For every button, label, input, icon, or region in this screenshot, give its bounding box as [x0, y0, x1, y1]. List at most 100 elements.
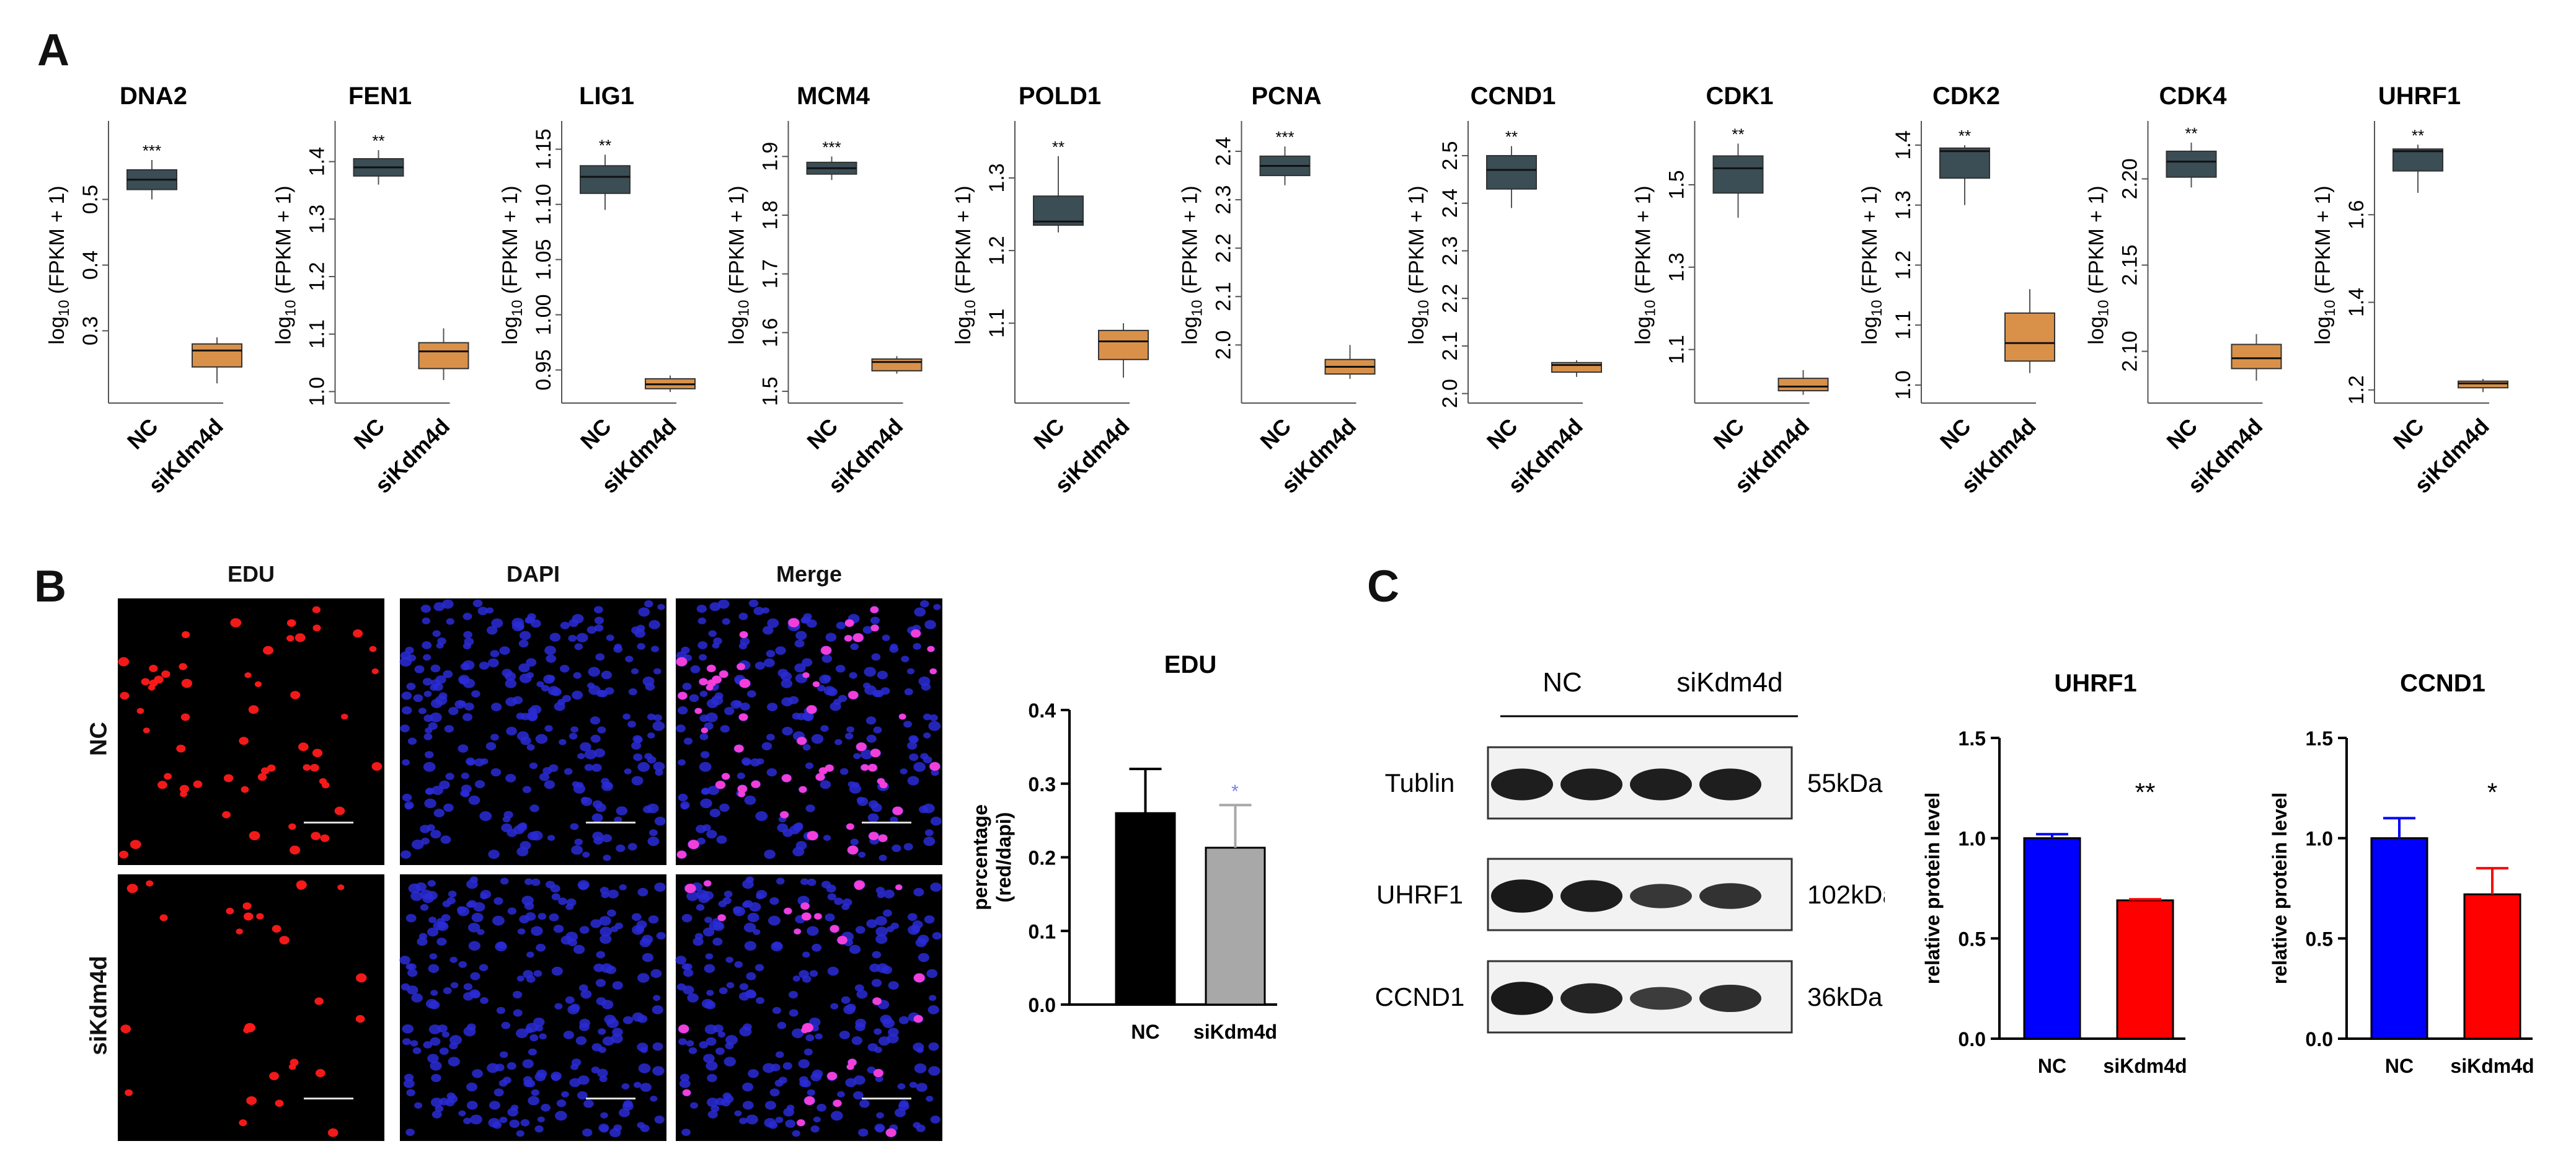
significance-marker: ***: [143, 141, 161, 160]
y-axis-label: log10 (FPKM + 1): [1632, 185, 1659, 344]
boxplot-title: CCND1: [1471, 82, 1556, 110]
micro-col-edu: EDU: [227, 561, 275, 587]
group-label: NC: [1482, 414, 1523, 455]
y-tick-label: 1.1: [1892, 311, 1915, 340]
boxplot-title: DNA2: [120, 82, 187, 110]
significance-marker: **: [372, 131, 384, 150]
scale-bar: [862, 1098, 911, 1099]
group-label: NC: [1935, 414, 1976, 455]
box-nc: [353, 150, 404, 185]
y-tick-label: 0.1: [1029, 920, 1056, 943]
micro-image: [118, 874, 384, 1141]
scale-bar: [304, 1098, 353, 1099]
y-tick-label: 1.3: [1892, 190, 1915, 220]
y-tick-label: 1.10: [532, 184, 555, 225]
box-si: [645, 375, 696, 393]
y-tick-label: 0.0: [1959, 1028, 1986, 1050]
ccnd1-bar-chart: CCND1 0.0 0.5 1.0 1.5 relative protein level N…: [2268, 670, 2534, 1077]
y-tick-label: 1.0: [2306, 828, 2333, 850]
y-tick-label: 1.3: [1665, 252, 1689, 282]
category-label: siKdm4d: [2103, 1055, 2187, 1077]
y-tick-label: 1.1: [985, 309, 1009, 338]
box-nc: [1033, 156, 1084, 233]
blot-protein-label: Tublin: [1385, 768, 1455, 797]
category-label: NC: [2385, 1055, 2414, 1077]
box-si: [2004, 289, 2055, 373]
boxplot-title: CDK4: [2159, 82, 2228, 110]
significance-marker: **: [2185, 124, 2197, 143]
box-si: [871, 356, 923, 374]
blot-size-label: 102kDa: [1807, 880, 1885, 909]
micro-image-grid: [118, 598, 942, 1141]
significance-marker: **: [599, 136, 611, 155]
bar-sikdm4d: [2116, 898, 2174, 1040]
y-axis-label: log10 (FPKM + 1): [1858, 185, 1885, 344]
y-tick-label: 2.2: [1438, 284, 1462, 313]
box-nc: [1939, 145, 1990, 205]
bar-nc: [2023, 833, 2081, 1040]
blot-band: [1630, 884, 1692, 908]
y-tick-label: 2.20: [2118, 158, 2142, 199]
boxplot-title: PCNA: [1251, 82, 1321, 110]
boxplot-title: UHRF1: [2378, 82, 2461, 110]
blot-band: [1491, 982, 1553, 1015]
blot-size-label: 55kDa: [1807, 768, 1883, 797]
significance-marker: **: [2135, 778, 2156, 807]
panel-letter-b: B: [34, 562, 66, 611]
box-nc: [126, 159, 177, 200]
box-si: [1777, 370, 1829, 395]
blot-band: [1491, 879, 1553, 913]
scale-bar: [862, 822, 911, 824]
bar-nc: [1115, 768, 1176, 1006]
significance-marker: **: [1959, 127, 1971, 145]
y-tick-label: 1.2: [1892, 251, 1915, 280]
micro-image: [675, 874, 942, 1141]
y-axis-label: relative protein level: [1921, 792, 1944, 984]
blot-row-uhrf1: UHRF1 102kDa: [1376, 858, 1885, 931]
bar-sikdm4d: [2463, 867, 2521, 1040]
y-tick-label: 2.5: [1438, 141, 1462, 170]
y-tick-label: 1.3: [985, 163, 1009, 192]
y-tick-label: 1.2: [306, 262, 329, 291]
y-tick-label: 1.5: [1665, 170, 1689, 199]
y-tick-label: 1.7: [759, 259, 782, 288]
boxplot-title: LIG1: [579, 82, 634, 110]
boxplot-title: CDK1: [1706, 82, 1774, 110]
y-tick-label: 0.0: [2306, 1028, 2333, 1050]
y-tick-label: 0.4: [79, 251, 102, 280]
blot-protein-label: CCND1: [1375, 982, 1465, 1011]
y-tick-label: 0.3: [79, 316, 102, 345]
y-tick-label: 1.2: [985, 236, 1009, 265]
y-tick-label: 0.95: [532, 350, 555, 391]
box-si: [2231, 334, 2282, 381]
western-blot: NC siKdm4d Tublin 55kDa UHRF1 102kDa CCND1 36kD…: [1375, 667, 1885, 1034]
blot-band: [1699, 768, 1761, 801]
chart-title: EDU: [1164, 651, 1216, 678]
y-axis-label-2: (red/dapi): [993, 812, 1015, 903]
uhrf1-bar-chart: UHRF1 0.0 0.5 1.0 1.5 relative protein level N…: [1921, 670, 2187, 1077]
y-tick-label: 1.8: [759, 200, 782, 229]
y-tick-label: 1.5: [1959, 727, 1986, 750]
blot-band: [1560, 983, 1622, 1014]
micro-col-dapi: DAPI: [506, 561, 560, 587]
y-tick-label: 1.05: [532, 239, 555, 280]
y-tick-label: 1.0: [306, 377, 329, 406]
y-tick-label: 0.5: [2306, 928, 2333, 950]
panel-letter-c: C: [1367, 562, 1399, 611]
boxplot-title: MCM4: [797, 82, 870, 110]
y-tick-label: 1.5: [2306, 727, 2333, 750]
boxplot-title: CDK2: [1932, 82, 2000, 110]
box-nc: [2166, 143, 2217, 188]
chart-title: CCND1: [2400, 670, 2485, 697]
y-tick-label: 2.15: [2118, 244, 2142, 285]
y-tick-label: 1.2: [2345, 375, 2368, 404]
box-si: [2458, 379, 2508, 393]
y-tick-label: 2.10: [2118, 331, 2142, 371]
box-si: [1098, 323, 1149, 378]
y-axis-label: log10 (FPKM + 1): [2311, 185, 2339, 344]
box-si: [1551, 360, 1602, 377]
significance-marker: **: [1052, 138, 1064, 156]
